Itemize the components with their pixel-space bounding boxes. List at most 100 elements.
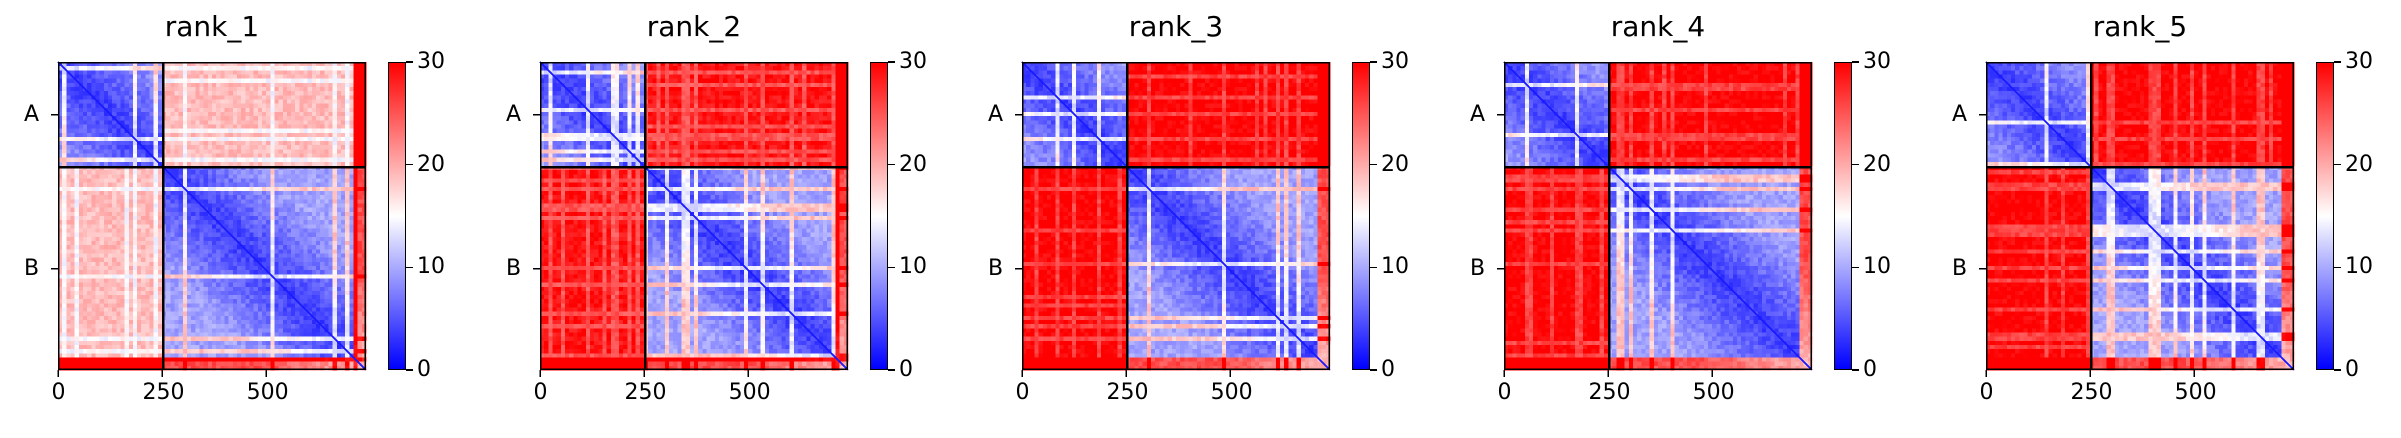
heatmap-cell — [82, 82, 88, 88]
heatmap-cell — [303, 170, 309, 175]
heatmap-cell — [95, 91, 101, 96]
heatmap-cell — [216, 216, 221, 221]
heatmap-cell — [274, 195, 280, 200]
heatmap-cell — [128, 178, 134, 184]
heatmap-cell — [70, 82, 76, 88]
heatmap-cell — [120, 186, 126, 192]
heatmap-cell — [66, 157, 72, 163]
heatmap-cell — [295, 261, 300, 267]
heatmap-cell — [153, 274, 159, 280]
heatmap-cell — [132, 74, 138, 80]
heatmap-cell — [182, 261, 188, 267]
heatmap-cell — [137, 245, 142, 250]
heatmap-cell — [153, 216, 159, 221]
heatmap-cell — [166, 82, 171, 88]
heatmap-cell — [62, 336, 67, 342]
heatmap-cell — [212, 82, 217, 88]
heatmap-cell — [253, 240, 259, 246]
heatmap-cell — [299, 290, 305, 296]
heatmap-cell — [316, 220, 321, 225]
heatmap-cell — [295, 328, 300, 334]
heatmap-cell — [291, 132, 296, 138]
heatmap-cell — [266, 195, 271, 200]
heatmap-cell — [128, 278, 134, 284]
heatmap-cell — [345, 290, 350, 296]
heatmap-cell — [361, 78, 367, 84]
heatmap-cell — [107, 120, 113, 126]
heatmap-cell — [116, 320, 122, 325]
heatmap-cell — [261, 199, 267, 205]
heatmap-cell — [345, 311, 350, 317]
heatmap-cell — [166, 307, 171, 313]
heatmap-cell — [112, 299, 117, 304]
heatmap-cell — [137, 265, 142, 271]
heatmap-cell — [157, 66, 163, 71]
heatmap-cell — [112, 199, 117, 205]
heatmap-cell — [157, 232, 163, 238]
heatmap-cell — [299, 195, 305, 200]
heatmap-cell — [207, 191, 213, 196]
heatmap-cell — [261, 132, 267, 138]
heatmap-cell — [332, 136, 338, 142]
heatmap-cell — [341, 124, 346, 130]
heatmap-cell — [116, 332, 122, 338]
heatmap-cell — [124, 207, 130, 213]
heatmap-cell — [291, 191, 296, 196]
heatmap-cell — [70, 178, 76, 184]
heatmap-cell — [228, 290, 234, 296]
heatmap-cell — [295, 99, 300, 105]
heatmap-cell — [249, 195, 255, 200]
heatmap-cell — [236, 74, 242, 80]
heatmap-cell — [216, 324, 221, 329]
heatmap-cell — [120, 253, 126, 259]
heatmap-cell — [120, 182, 126, 188]
heatmap-cell — [286, 278, 292, 284]
heatmap-cell — [241, 199, 246, 205]
heatmap-cell — [166, 161, 171, 167]
heatmap-cell — [82, 66, 88, 71]
heatmap-cell — [261, 153, 267, 159]
heatmap-cell — [361, 107, 367, 113]
heatmap-cell — [357, 211, 363, 217]
heatmap-cell — [145, 195, 151, 200]
heatmap-cell — [257, 116, 263, 121]
heatmap-cell — [195, 290, 201, 296]
heatmap-cell — [99, 228, 105, 234]
heatmap-cell — [336, 203, 342, 209]
heatmap-cell — [153, 199, 159, 205]
heatmap-cell — [341, 128, 346, 134]
heatmap-cell — [357, 141, 363, 146]
heatmap-cell — [232, 111, 238, 117]
heatmap-cell — [328, 282, 334, 288]
heatmap-cell — [103, 324, 109, 329]
heatmap-cell — [286, 216, 292, 221]
heatmap-cell — [153, 245, 159, 250]
heatmap-cell — [58, 236, 63, 242]
heatmap-cell — [228, 336, 234, 342]
heatmap-cell — [112, 295, 117, 300]
heatmap-cell — [195, 261, 201, 267]
heatmap-cell — [66, 103, 72, 109]
heatmap-cell — [187, 265, 192, 271]
heatmap-cell — [266, 70, 271, 76]
heatmap-cell — [316, 170, 321, 175]
heatmap-cell — [74, 211, 80, 217]
heatmap-cell — [112, 220, 117, 225]
heatmap-cell — [345, 240, 350, 246]
heatmap-cell — [157, 111, 163, 117]
heatmap-cell — [170, 240, 176, 246]
heatmap-cell — [78, 62, 84, 67]
heatmap-cell — [307, 149, 313, 155]
heatmap-cell — [261, 191, 267, 196]
heatmap-cell — [303, 282, 309, 288]
heatmap-cell — [286, 74, 292, 80]
heatmap-cell — [311, 274, 317, 280]
heatmap-cell — [178, 153, 184, 159]
heatmap-cell — [132, 311, 138, 317]
heatmap-cell — [228, 124, 234, 130]
heatmap-cell — [303, 99, 309, 105]
heatmap-cell — [174, 120, 180, 126]
heatmap-cell — [91, 86, 97, 92]
heatmap-cell — [128, 78, 134, 84]
heatmap-cell — [78, 320, 84, 325]
